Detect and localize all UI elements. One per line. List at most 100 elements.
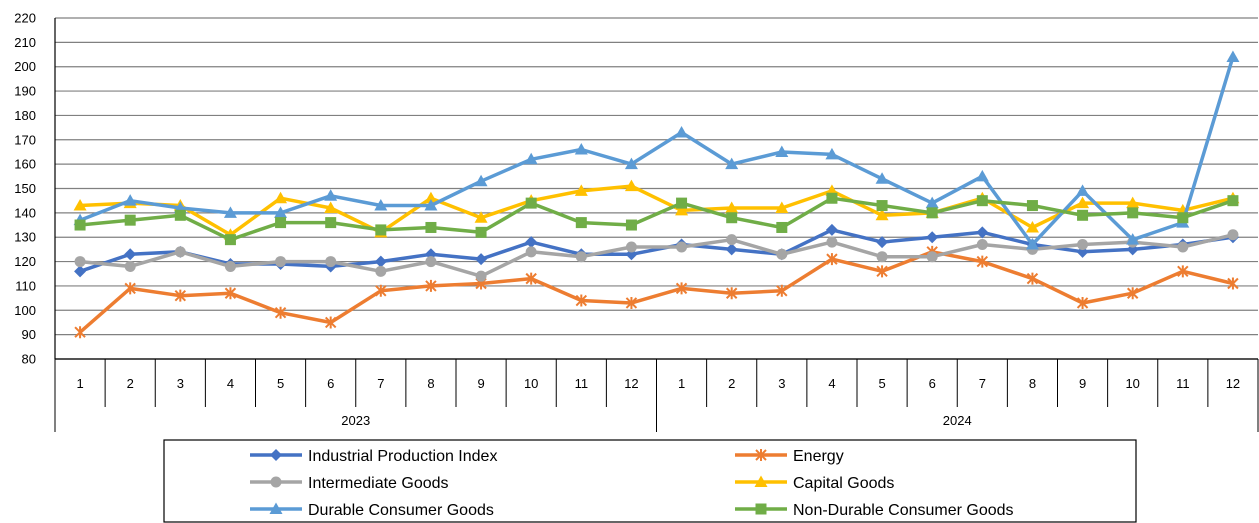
legend-item: Durable Consumer Goods [250,502,494,519]
data-point [375,224,387,236]
data-point [1025,220,1039,233]
data-point [1226,50,1240,62]
data-point [224,287,237,300]
data-point [174,209,186,221]
data-point [375,265,387,277]
data-point [1025,238,1039,250]
x-tick-label: 4 [227,376,234,391]
data-point [174,289,187,302]
data-point [1126,233,1140,245]
data-point [123,194,137,206]
legend-label: Industrial Production Index [308,448,497,465]
legend-item: Non-Durable Consumer Goods [735,502,1014,519]
x-tick-label: 8 [427,376,434,391]
data-point [876,265,888,278]
y-tick-label: 80 [22,352,36,367]
y-tick-label: 120 [14,254,36,269]
legend-item: Energy [735,448,844,465]
y-tick-label: 200 [14,59,36,74]
data-point [325,256,337,268]
data-point [926,231,939,244]
series-non-durable-consumer-goods [74,192,1239,246]
data-point [425,256,437,268]
data-point [675,125,689,138]
series-energy [74,245,1239,339]
data-point [876,200,888,212]
legend: Industrial Production Index Energy Interme… [163,439,1137,523]
series-durable-consumer-goods [73,50,1240,250]
x-tick-label: 6 [929,376,936,391]
data-point [274,206,288,218]
data-point [975,169,989,182]
y-axis-tick-labels: 80 90 100 110 120 130 140 150 160 170 180 190 200 210… [14,11,36,367]
data-point [575,217,587,229]
data-point [525,272,537,285]
series-line [80,184,1234,237]
data-point [474,174,488,187]
y-tick-label: 130 [14,230,36,245]
data-point [475,253,488,266]
data-point [74,256,86,268]
data-point [725,157,739,170]
data-point [575,294,588,307]
y-tick-label: 150 [14,181,36,196]
data-point [574,143,588,155]
legend-item: Industrial Production Index [250,448,497,465]
data-point [325,217,337,229]
data-point [624,179,638,192]
series-line [78,250,1234,334]
data-point [270,476,282,488]
data-point [876,251,888,263]
data-point [875,172,889,184]
series-line [79,196,1234,242]
x-tick-label: 1 [678,376,685,391]
data-point [624,157,638,170]
data-point [474,211,488,223]
series-line [79,56,1235,247]
data-point [625,241,637,253]
data-point [926,207,938,219]
x-tick-label: 12 [624,376,638,391]
data-point [525,197,537,209]
data-point [625,296,638,309]
data-point [424,191,438,204]
data-point [826,236,838,248]
data-point [726,234,738,246]
data-point [324,189,338,201]
data-point [1076,184,1090,196]
x-tick-label: 3 [778,376,785,391]
data-point [725,287,738,300]
series-intermediate-goods [74,229,1239,282]
y-tick-label: 180 [14,108,36,123]
data-point [1227,229,1239,241]
x-tick-label: 9 [1079,376,1086,391]
data-point [224,260,236,272]
x-tick-label: 2 [127,376,134,391]
data-point [425,221,437,233]
data-point [775,201,789,213]
data-point [124,260,136,272]
data-point [826,253,838,266]
x-year-label: 2024 [943,413,972,428]
data-point [73,199,87,211]
x-tick-label: 6 [327,376,334,391]
gridlines [54,17,1258,360]
data-point [1177,241,1189,253]
data-point [1177,212,1189,224]
y-tick-label: 110 [15,278,36,293]
data-point [425,279,437,292]
data-point [124,248,137,261]
x-tick-label: 11 [1176,376,1190,391]
legend-label: Durable Consumer Goods [308,502,494,519]
data-point [74,326,86,339]
legend-label: Intermediate Goods [308,475,449,492]
data-point [1177,265,1189,278]
data-point [776,284,788,297]
data-point [825,147,839,160]
data-point [270,449,282,461]
data-point [926,251,938,263]
data-point [524,152,538,165]
data-point [525,246,537,258]
data-point [825,223,838,236]
